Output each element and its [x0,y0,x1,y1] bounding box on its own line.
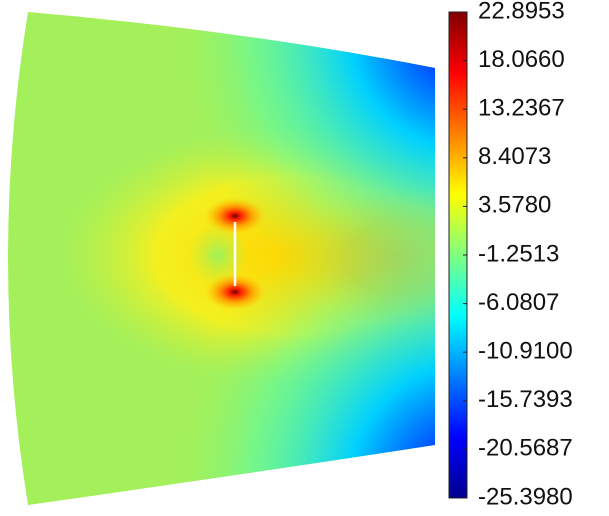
tick-label: -10.9100 [478,338,573,365]
tick-label: -20.5687 [478,435,573,462]
tick-label: 22.8953 [478,0,565,24]
tick-label: 18.0660 [478,46,565,73]
tick-label: -1.2513 [478,240,559,267]
tick-label: 3.5780 [478,192,551,219]
tick-label: 8.4073 [478,143,551,170]
tick-label: 13.2367 [478,95,565,122]
tick-label: -15.7393 [478,386,573,413]
tick-label: -25.3980 [478,483,573,510]
contour-field [8,12,435,505]
tick-label: -6.0807 [478,289,559,316]
colorbar: 22.8953 18.0660 13.2367 8.4073 3.5780 -1.2513… [448,0,573,510]
